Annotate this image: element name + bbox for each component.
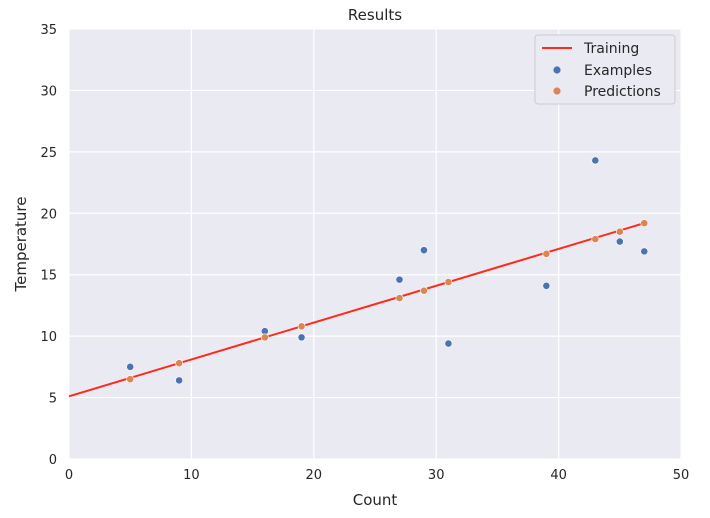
predictions-point: [444, 278, 453, 286]
predictions-point: [640, 219, 649, 228]
legend-predictions-label: Predictions: [584, 84, 661, 100]
tick-labels: 0 10 20 30 40 50 0 5 10 15 20 25 30 35: [40, 23, 689, 483]
predictions-point: [126, 375, 135, 384]
x-tick-label: 30: [428, 468, 445, 483]
legend-examples-swatch: [553, 66, 561, 74]
examples-point: [395, 275, 404, 284]
examples-point: [542, 281, 551, 290]
legend-predictions-swatch: [553, 87, 561, 95]
x-tick-label: 0: [65, 468, 73, 483]
y-tick-label: 10: [40, 330, 57, 345]
predictions-point: [591, 235, 600, 243]
chart-title: Results: [348, 6, 402, 24]
legend-box: [534, 34, 676, 105]
examples-point: [615, 237, 624, 246]
examples-point: [297, 333, 306, 342]
x-axis-label: Count: [353, 491, 398, 509]
y-tick-label: 20: [40, 207, 57, 222]
series-predictions: [126, 219, 649, 384]
predictions-point: [420, 286, 428, 295]
y-tick-label: 35: [40, 23, 57, 38]
x-tick-label: 50: [673, 468, 690, 483]
predictions-point: [542, 249, 551, 258]
examples-point: [640, 247, 649, 256]
y-tick-label: 25: [40, 146, 57, 161]
predictions-point: [260, 333, 269, 342]
x-tick-label: 10: [183, 468, 200, 483]
predictions-point: [615, 227, 624, 236]
legend-training-label: Training: [583, 41, 639, 57]
y-tick-label: 0: [49, 453, 57, 468]
y-axis-label: Temperature: [12, 196, 30, 292]
examples-point: [591, 156, 600, 165]
legend-examples-label: Examples: [584, 63, 652, 79]
y-tick-label: 30: [40, 84, 57, 99]
x-tick-label: 40: [550, 468, 567, 483]
legend: Training Examples Predictions: [534, 34, 676, 105]
examples-point: [420, 246, 428, 255]
predictions-point: [297, 322, 306, 331]
y-tick-label: 15: [40, 269, 57, 284]
predictions-point: [175, 359, 184, 368]
series-layer: [68, 156, 649, 398]
examples-point: [175, 376, 184, 385]
predictions-point: [395, 294, 404, 302]
grid-lines: [68, 28, 682, 460]
y-tick-label: 5: [49, 392, 57, 407]
examples-point: [444, 339, 453, 348]
examples-point: [126, 362, 135, 371]
x-tick-label: 20: [306, 468, 323, 483]
series-examples: [126, 156, 649, 385]
